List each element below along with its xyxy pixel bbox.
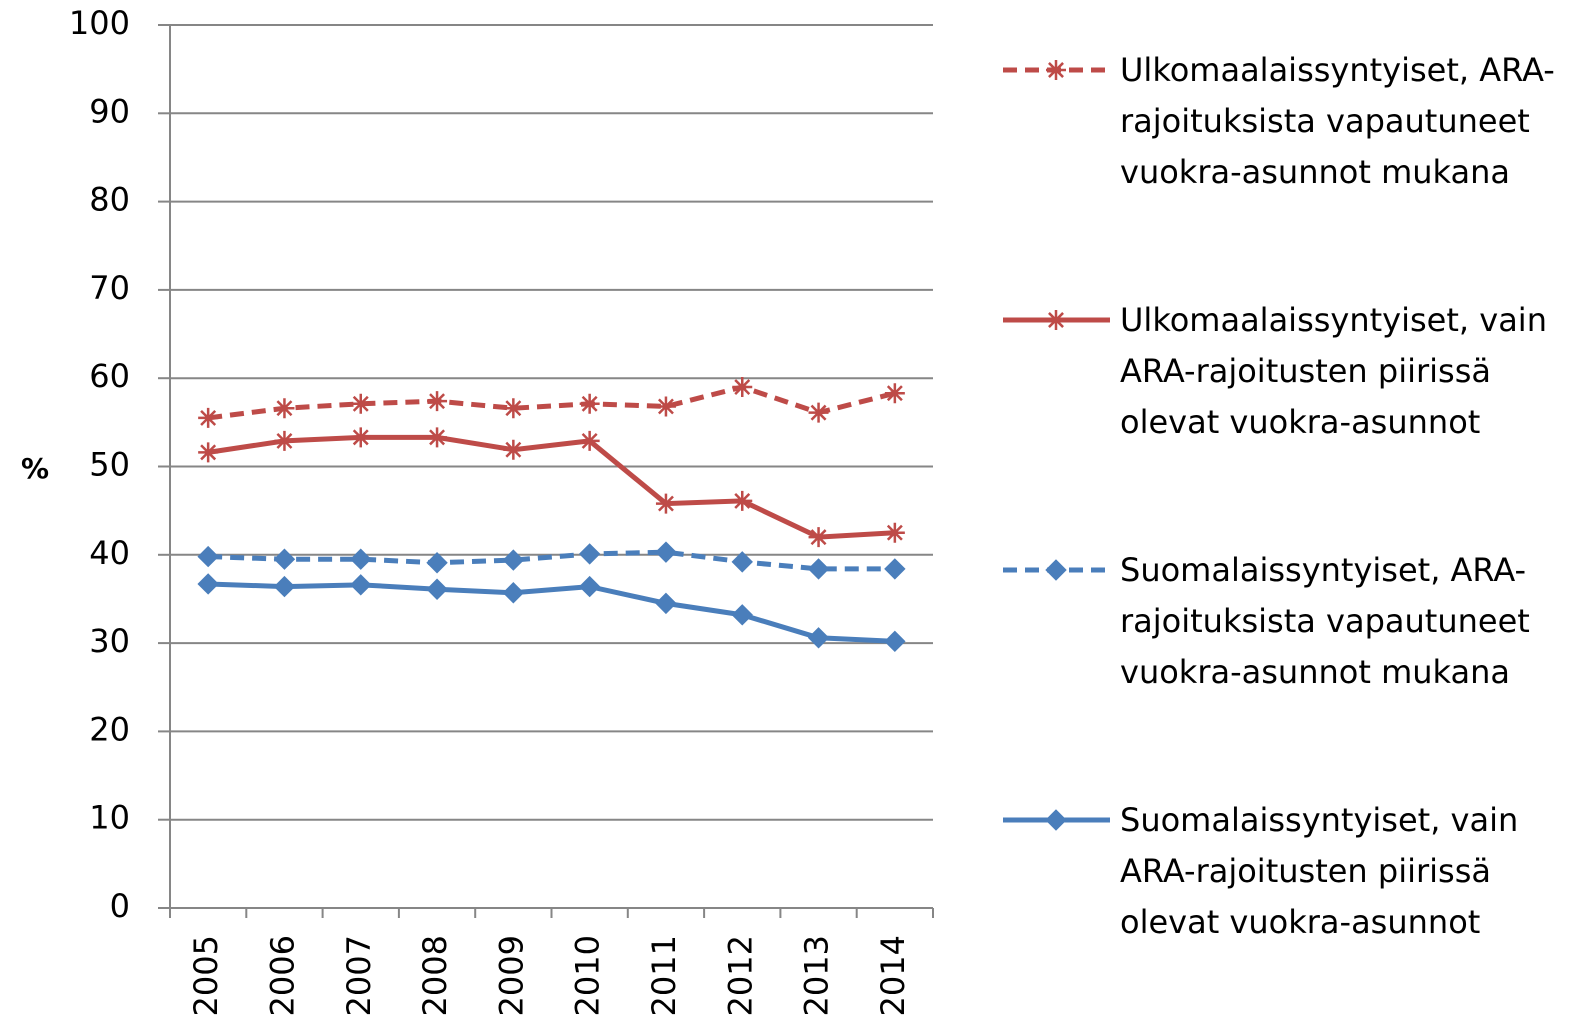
x-tick-label: 2013 (798, 935, 836, 1016)
marker (808, 527, 829, 548)
y-tick-label: 20 (89, 710, 130, 748)
y-tick-label: 30 (89, 622, 130, 660)
marker (273, 575, 296, 598)
marker (274, 430, 295, 451)
series-line (208, 549, 895, 572)
x-tick-label: 2011 (645, 935, 683, 1016)
marker (1046, 60, 1066, 80)
series-line (207, 434, 895, 540)
marker (350, 574, 372, 596)
x-tick-label: 2008 (416, 935, 454, 1016)
marker (655, 541, 677, 563)
y-tick-label: 0 (110, 887, 130, 925)
marker (273, 548, 296, 570)
legend-label: Suomalaissyntyiset, vain ARA-rajoitusten… (1120, 801, 1519, 941)
marker (503, 439, 524, 460)
marker (732, 377, 753, 398)
y-tick-label: 60 (89, 357, 130, 395)
marker (884, 558, 906, 580)
marker (655, 592, 677, 615)
marker (427, 391, 448, 412)
marker (198, 442, 219, 463)
marker (655, 493, 676, 514)
marker (1046, 310, 1066, 330)
marker (427, 427, 448, 448)
marker (350, 548, 372, 570)
marker (350, 427, 371, 448)
y-tick-label: 10 (89, 799, 130, 837)
marker (502, 549, 525, 571)
marker (502, 582, 525, 604)
marker (884, 630, 906, 653)
x-tick-label: 2010 (569, 935, 607, 1016)
marker (274, 398, 295, 419)
y-tick-label: 50 (89, 446, 130, 484)
x-tick-label: 2005 (187, 935, 225, 1016)
marker (198, 407, 219, 428)
marker (579, 393, 600, 414)
marker (884, 522, 905, 543)
marker (578, 543, 601, 565)
y-tick-label: 70 (89, 269, 130, 307)
marker (426, 578, 448, 600)
marker (1045, 559, 1067, 581)
y-tick-label: 80 (89, 181, 130, 219)
y-axis-label: % (21, 452, 49, 485)
marker (732, 490, 753, 511)
x-tick-label: 2012 (721, 935, 759, 1016)
y-tick-label: 40 (89, 534, 130, 572)
marker (807, 627, 830, 649)
marker (807, 558, 830, 580)
series-line (208, 581, 895, 644)
series-line (207, 384, 896, 421)
marker (426, 552, 448, 574)
legend-label: Ulkomaalaissyntyiset, ARA-rajoituksista … (1120, 51, 1555, 191)
marker (731, 551, 753, 573)
marker (884, 383, 905, 404)
marker (579, 430, 600, 451)
y-tick-label: 90 (89, 92, 130, 130)
marker (197, 545, 219, 568)
x-tick-label: 2007 (340, 935, 378, 1016)
marker (503, 398, 524, 419)
x-tick-label: 2009 (492, 935, 530, 1016)
x-tick-label: 2006 (263, 935, 301, 1016)
y-tick-label: 100 (69, 4, 130, 42)
marker (578, 575, 601, 598)
legend-label: Suomalaissyntyiset, ARA-rajoituksista va… (1120, 551, 1530, 691)
marker (808, 402, 829, 423)
x-tick-label: 2014 (874, 935, 912, 1016)
marker (350, 393, 371, 414)
legend-label: Ulkomaalaissyntyiset, vain ARA-rajoitust… (1120, 301, 1547, 441)
marker (655, 396, 676, 417)
marker (197, 573, 219, 595)
marker (731, 604, 753, 626)
marker (1045, 809, 1067, 831)
